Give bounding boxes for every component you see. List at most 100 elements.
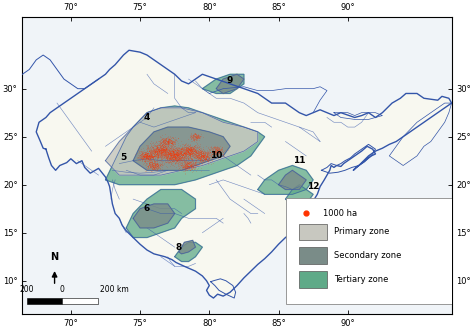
Point xyxy=(152,148,160,153)
Point xyxy=(152,150,159,155)
Point xyxy=(183,152,191,157)
Point xyxy=(153,154,160,159)
Point xyxy=(166,133,173,139)
Point xyxy=(159,139,166,145)
Point xyxy=(161,162,168,167)
Point xyxy=(192,162,200,167)
Point xyxy=(158,146,166,151)
Point xyxy=(180,158,187,163)
Point xyxy=(191,136,199,142)
Point xyxy=(169,153,176,158)
Point xyxy=(163,148,171,154)
Point xyxy=(155,149,163,155)
Point xyxy=(182,164,190,169)
Point xyxy=(152,142,159,147)
Point xyxy=(205,158,212,163)
Point xyxy=(185,159,193,165)
Point xyxy=(143,153,150,158)
Point xyxy=(149,153,156,158)
Point xyxy=(169,149,177,154)
Point xyxy=(159,151,166,157)
Point xyxy=(186,147,193,153)
Point xyxy=(158,148,165,153)
Point xyxy=(155,163,163,168)
Point xyxy=(180,157,188,162)
Point xyxy=(150,163,157,168)
Point xyxy=(176,143,184,148)
Point xyxy=(197,168,204,173)
Point xyxy=(195,149,202,155)
Point xyxy=(180,149,187,154)
Point xyxy=(191,134,199,139)
Point xyxy=(178,154,185,159)
Point xyxy=(197,154,205,160)
Point xyxy=(153,160,161,166)
Point xyxy=(173,148,181,153)
Point xyxy=(191,138,198,143)
Point xyxy=(180,150,188,156)
Point xyxy=(160,145,168,150)
Point xyxy=(155,147,163,152)
Point xyxy=(191,152,199,158)
Point xyxy=(149,147,157,152)
Point xyxy=(185,161,192,166)
Point xyxy=(159,145,166,150)
Point xyxy=(178,160,186,166)
Point xyxy=(186,154,194,159)
Point xyxy=(143,157,151,163)
Point xyxy=(163,160,171,165)
Point xyxy=(148,147,155,153)
Point xyxy=(146,159,154,165)
Point xyxy=(143,146,151,151)
Point xyxy=(170,152,177,157)
Point xyxy=(201,155,208,160)
Point xyxy=(137,153,145,159)
Point xyxy=(206,151,213,156)
Point xyxy=(177,158,185,163)
Point xyxy=(172,137,180,143)
Point xyxy=(161,155,168,160)
Bar xyxy=(27,298,62,304)
Point xyxy=(203,150,211,155)
Point xyxy=(154,158,161,163)
Point xyxy=(162,138,169,143)
Point xyxy=(173,154,181,160)
Point xyxy=(213,150,221,155)
Point xyxy=(174,159,182,164)
Point xyxy=(153,164,160,169)
Point xyxy=(171,139,179,144)
Point xyxy=(166,155,174,160)
Point xyxy=(182,161,190,166)
Point xyxy=(141,151,149,157)
Point xyxy=(146,155,154,160)
Point xyxy=(186,149,194,155)
Point xyxy=(144,163,152,168)
Point xyxy=(153,143,161,149)
Point xyxy=(177,151,184,156)
Point xyxy=(181,161,189,166)
Point xyxy=(156,151,164,156)
Point xyxy=(171,155,179,160)
Point xyxy=(172,148,180,153)
Point xyxy=(191,146,198,151)
Point xyxy=(168,140,175,146)
Point xyxy=(186,164,193,169)
Point xyxy=(166,151,173,157)
Point xyxy=(168,143,175,148)
Point xyxy=(182,152,190,157)
Point xyxy=(149,150,157,156)
Point xyxy=(169,156,177,162)
Point xyxy=(140,153,147,158)
Point xyxy=(174,140,182,146)
Point xyxy=(178,156,185,161)
Point xyxy=(200,153,207,159)
Point xyxy=(138,151,146,157)
Point xyxy=(152,146,160,151)
Point xyxy=(181,166,189,172)
Point xyxy=(147,150,155,156)
Point xyxy=(199,154,207,159)
Point xyxy=(137,156,145,161)
Point xyxy=(174,155,182,160)
Point xyxy=(170,152,178,157)
Point xyxy=(155,164,163,169)
